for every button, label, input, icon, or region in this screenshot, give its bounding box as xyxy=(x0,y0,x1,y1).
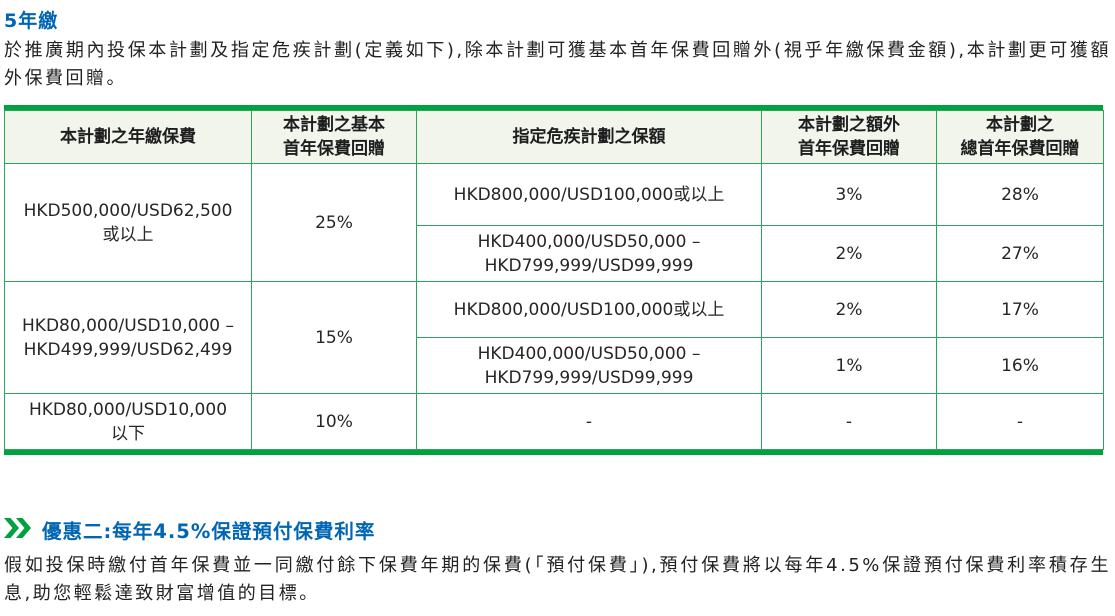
cell-ci-amount: HKD400,000/USD50,000 – HKD799,999/USD99,… xyxy=(416,225,762,282)
cell-ci-amount: - xyxy=(416,393,762,450)
header-annual-premium: 本計劃之年繳保費 xyxy=(4,110,252,164)
header-basic-rebate: 本計劃之基本 首年保費回贈 xyxy=(251,110,417,164)
table-row: HKD400,000/USD50,000 – HKD799,999/USD99,… xyxy=(5,225,1104,282)
section1-heading: 5年繳 xyxy=(4,10,59,32)
table-row: HKD400,000/USD50,000 – HKD799,999/USD99,… xyxy=(5,337,1104,394)
cell-ci-amount: HKD400,000/USD50,000 – HKD799,999/USD99,… xyxy=(416,337,762,394)
cell-total-rebate: 16% xyxy=(936,337,1104,394)
header-total-rebate: 本計劃之 總首年保費回贈 xyxy=(936,110,1104,164)
cell-extra-rebate: 3% xyxy=(761,163,937,226)
table-row: HKD80,000/USD10,000 以下 10% - - - xyxy=(4,393,1104,450)
double-chevron-icon xyxy=(4,517,31,542)
cell-total-rebate: 27% xyxy=(936,225,1104,282)
header-ci-sum-assured: 指定危疾計劃之保額 xyxy=(416,110,762,164)
cell-basic-rebate-2: 15% xyxy=(251,281,417,394)
cell-extra-rebate: 2% xyxy=(761,281,937,338)
table-row: HKD80,000/USD10,000 – HKD499,999/USD62,4… xyxy=(4,281,1104,394)
cell-ci-amount: HKD800,000/USD100,000或以上 xyxy=(416,281,762,338)
cell-ci-amount: HKD800,000/USD100,000或以上 xyxy=(416,163,762,226)
cell-extra-rebate: 1% xyxy=(761,337,937,394)
section2-heading-row: 優惠二:每年4.5%保證預付保費利率 xyxy=(4,515,1111,544)
cell-extra-rebate: - xyxy=(761,393,937,450)
cell-total-rebate: - xyxy=(936,393,1104,450)
cell-basic-rebate-1: 25% xyxy=(251,163,417,282)
header-extra-rebate: 本計劃之額外 首年保費回贈 xyxy=(761,110,937,164)
table-row: HKD500,000/USD62,500 或以上 25% HKD800,000/… xyxy=(4,163,1104,282)
rebate-table-wrapper: 本計劃之年繳保費 本計劃之基本 首年保費回贈 指定危疾計劃之保額 本計劃之額外 … xyxy=(4,105,1104,455)
cell-premium-band-2: HKD80,000/USD10,000 – HKD499,999/USD62,4… xyxy=(4,281,252,394)
table-header-row: 本計劃之年繳保費 本計劃之基本 首年保費回贈 指定危疾計劃之保額 本計劃之額外 … xyxy=(4,110,1104,164)
cell-premium-band-1: HKD500,000/USD62,500 或以上 xyxy=(4,163,252,282)
cell-basic-rebate-3: 10% xyxy=(251,393,417,450)
cell-premium-band-3: HKD80,000/USD10,000 以下 xyxy=(4,393,252,450)
cell-total-rebate: 17% xyxy=(936,281,1104,338)
section1-intro: 於推廣期內投保本計劃及指定危疾計劃(定義如下),除本計劃可獲基本首年保費回贈外(… xyxy=(4,40,1111,89)
cell-total-rebate: 28% xyxy=(936,163,1104,226)
section2-body: 假如投保時繳付首年保費並一同繳付餘下保費年期的保費(「預付保費」),預付保費將以… xyxy=(4,555,1111,604)
section2-heading: 優惠二:每年4.5%保證預付保費利率 xyxy=(42,520,376,543)
cell-extra-rebate: 2% xyxy=(761,225,937,282)
rebate-table: 本計劃之年繳保費 本計劃之基本 首年保費回贈 指定危疾計劃之保額 本計劃之額外 … xyxy=(4,110,1104,450)
